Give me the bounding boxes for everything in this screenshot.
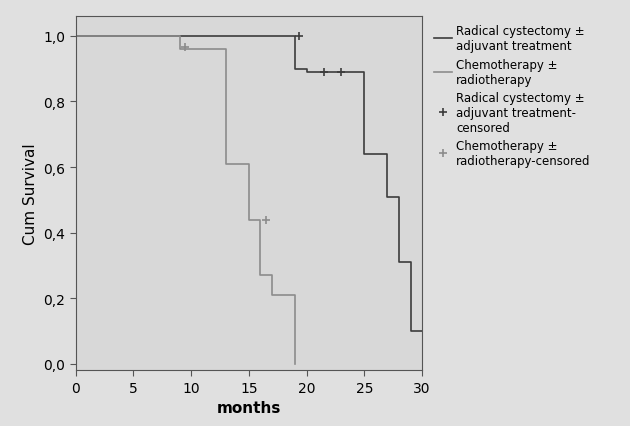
Legend: Radical cystectomy ±
adjuvant treatment, Chemotherapy ±
radiotherapy, Radical cy: Radical cystectomy ± adjuvant treatment,… — [432, 23, 593, 170]
X-axis label: months: months — [217, 400, 281, 415]
Y-axis label: Cum Survival: Cum Survival — [23, 143, 38, 245]
Text: AC: AC — [456, 0, 478, 3]
